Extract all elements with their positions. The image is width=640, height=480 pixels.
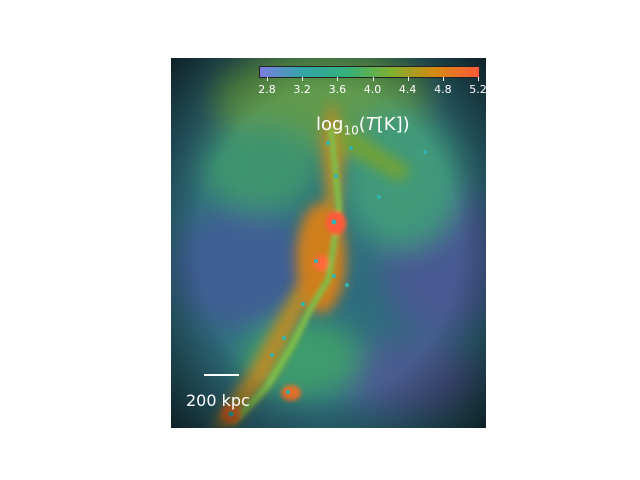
colorbar-label: log10(T[K]) (316, 114, 410, 138)
colorbar-tick-label: 2.8 (258, 83, 276, 96)
colorbar-tick (442, 77, 444, 81)
colorbar-tick (478, 77, 479, 81)
colorbar-tick (302, 77, 304, 81)
colorbar (259, 66, 480, 78)
colorbar-tick (337, 77, 339, 81)
colorbar-tick-label: 5.2 (469, 83, 487, 96)
colorbar-tick-label: 4.8 (434, 83, 452, 96)
colorbar-tick (372, 77, 374, 81)
colorbar-tick-label: 3.2 (293, 83, 311, 96)
scale-bar (204, 374, 239, 376)
temperature-map-image (171, 58, 486, 428)
colorbar-tick-label: 4.0 (363, 83, 382, 96)
colorbar-tick (407, 77, 409, 81)
colorbar-tick (267, 77, 268, 81)
scale-bar-label: 200 kpc (186, 391, 250, 410)
colorbar-tick-label: 3.6 (328, 83, 347, 96)
colorbar-tick-label: 4.4 (398, 83, 417, 96)
